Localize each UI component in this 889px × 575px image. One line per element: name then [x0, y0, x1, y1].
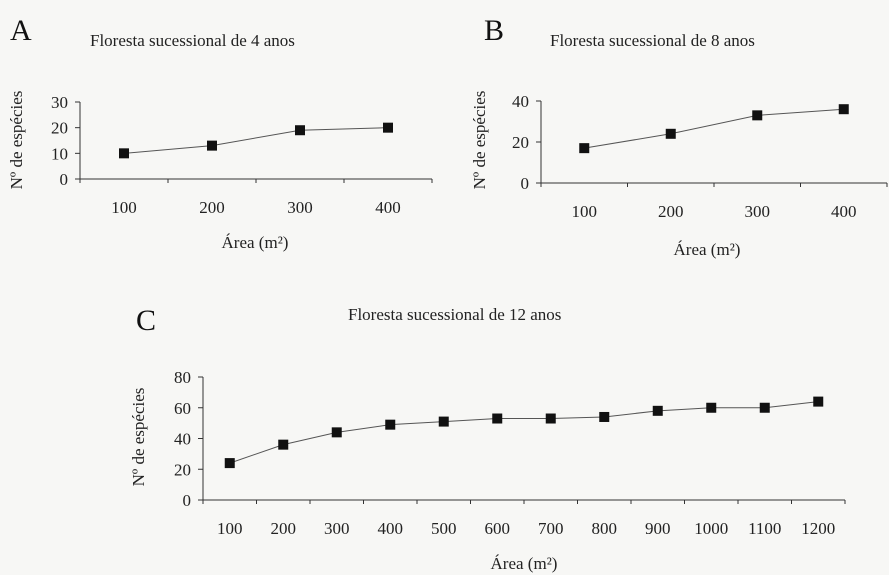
- y-tick-label: 20: [512, 133, 529, 152]
- panel-letter: C: [136, 304, 156, 337]
- data-point: [207, 140, 217, 151]
- x-tick-label: 300: [287, 198, 313, 217]
- x-tick-label: 600: [485, 519, 511, 538]
- x-tick-label: 700: [538, 519, 564, 538]
- x-tick-label: 100: [217, 519, 243, 538]
- x-tick-label: 300: [745, 202, 771, 221]
- x-tick-label: 200: [271, 519, 297, 538]
- data-point: [278, 439, 289, 450]
- series-line: [123, 127, 389, 154]
- y-axis-label: Nº de espécies: [470, 91, 489, 190]
- x-tick-label: 800: [592, 519, 618, 538]
- data-point: [665, 128, 676, 139]
- x-axis-label: Área (m²): [222, 233, 289, 252]
- y-tick-label: 80: [174, 368, 191, 387]
- x-tick-label: 100: [572, 202, 598, 221]
- y-tick-label: 20: [51, 119, 68, 138]
- x-axis-label: Área (m²): [674, 240, 741, 259]
- data-point: [813, 396, 824, 407]
- data-point: [706, 402, 717, 413]
- data-point: [492, 413, 503, 424]
- data-point: [838, 104, 849, 115]
- series-line: [584, 108, 844, 149]
- chart-panel-a: A Floresta sucessional de 4 anos 0 10 20 30 10…: [7, 14, 433, 252]
- x-tick-label: 400: [378, 519, 404, 538]
- chart-title: Floresta sucessional de 8 anos: [550, 31, 755, 50]
- y-tick-label: 40: [512, 92, 529, 111]
- data-point: [652, 405, 663, 416]
- chart-title: Floresta sucessional de 12 anos: [348, 305, 561, 324]
- y-tick-label: 40: [174, 430, 191, 449]
- data-point: [385, 419, 396, 430]
- y-axis-label: Nº de espécies: [7, 91, 26, 190]
- x-tick-label: 1100: [748, 519, 781, 538]
- y-tick-label: 20: [174, 460, 191, 479]
- data-point: [224, 458, 235, 469]
- data-point: [438, 416, 449, 427]
- x-tick-label: 900: [645, 519, 671, 538]
- data-point: [545, 413, 556, 424]
- x-tick-label: 400: [831, 202, 857, 221]
- data-point: [383, 122, 393, 133]
- x-tick-label: 400: [375, 198, 401, 217]
- x-tick-label: 200: [658, 202, 684, 221]
- data-point: [759, 402, 770, 413]
- y-tick-label: 10: [51, 144, 68, 163]
- x-tick-label: 100: [111, 198, 137, 217]
- data-point: [752, 110, 763, 121]
- chart-panel-b: B Floresta sucessional de 8 anos 0 20 40 100 2…: [470, 14, 888, 259]
- y-tick-label: 0: [521, 174, 530, 193]
- x-tick-label: 200: [199, 198, 225, 217]
- x-tick-label: 1000: [694, 519, 728, 538]
- data-point: [579, 143, 590, 154]
- data-point: [295, 125, 305, 136]
- data-point: [331, 427, 342, 438]
- chart-panel-c: C Floresta sucessional de 12 anos 0 20 40 60 8…: [129, 304, 846, 573]
- x-tick-label: 500: [431, 519, 457, 538]
- y-axis-label: Nº de espécies: [129, 388, 148, 487]
- data-point: [119, 148, 129, 159]
- y-tick-label: 30: [51, 93, 68, 112]
- y-tick-label: 60: [174, 399, 191, 418]
- chart-title: Floresta sucessional de 4 anos: [90, 31, 295, 50]
- data-point: [599, 411, 610, 422]
- x-axis-label: Área (m²): [491, 554, 558, 573]
- panel-letter: B: [484, 14, 504, 47]
- series-line: [229, 401, 819, 464]
- y-tick-label: 0: [60, 170, 69, 189]
- y-tick-label: 0: [183, 491, 192, 510]
- x-tick-label: 1200: [801, 519, 835, 538]
- panel-letter: A: [10, 14, 32, 47]
- x-tick-label: 300: [324, 519, 350, 538]
